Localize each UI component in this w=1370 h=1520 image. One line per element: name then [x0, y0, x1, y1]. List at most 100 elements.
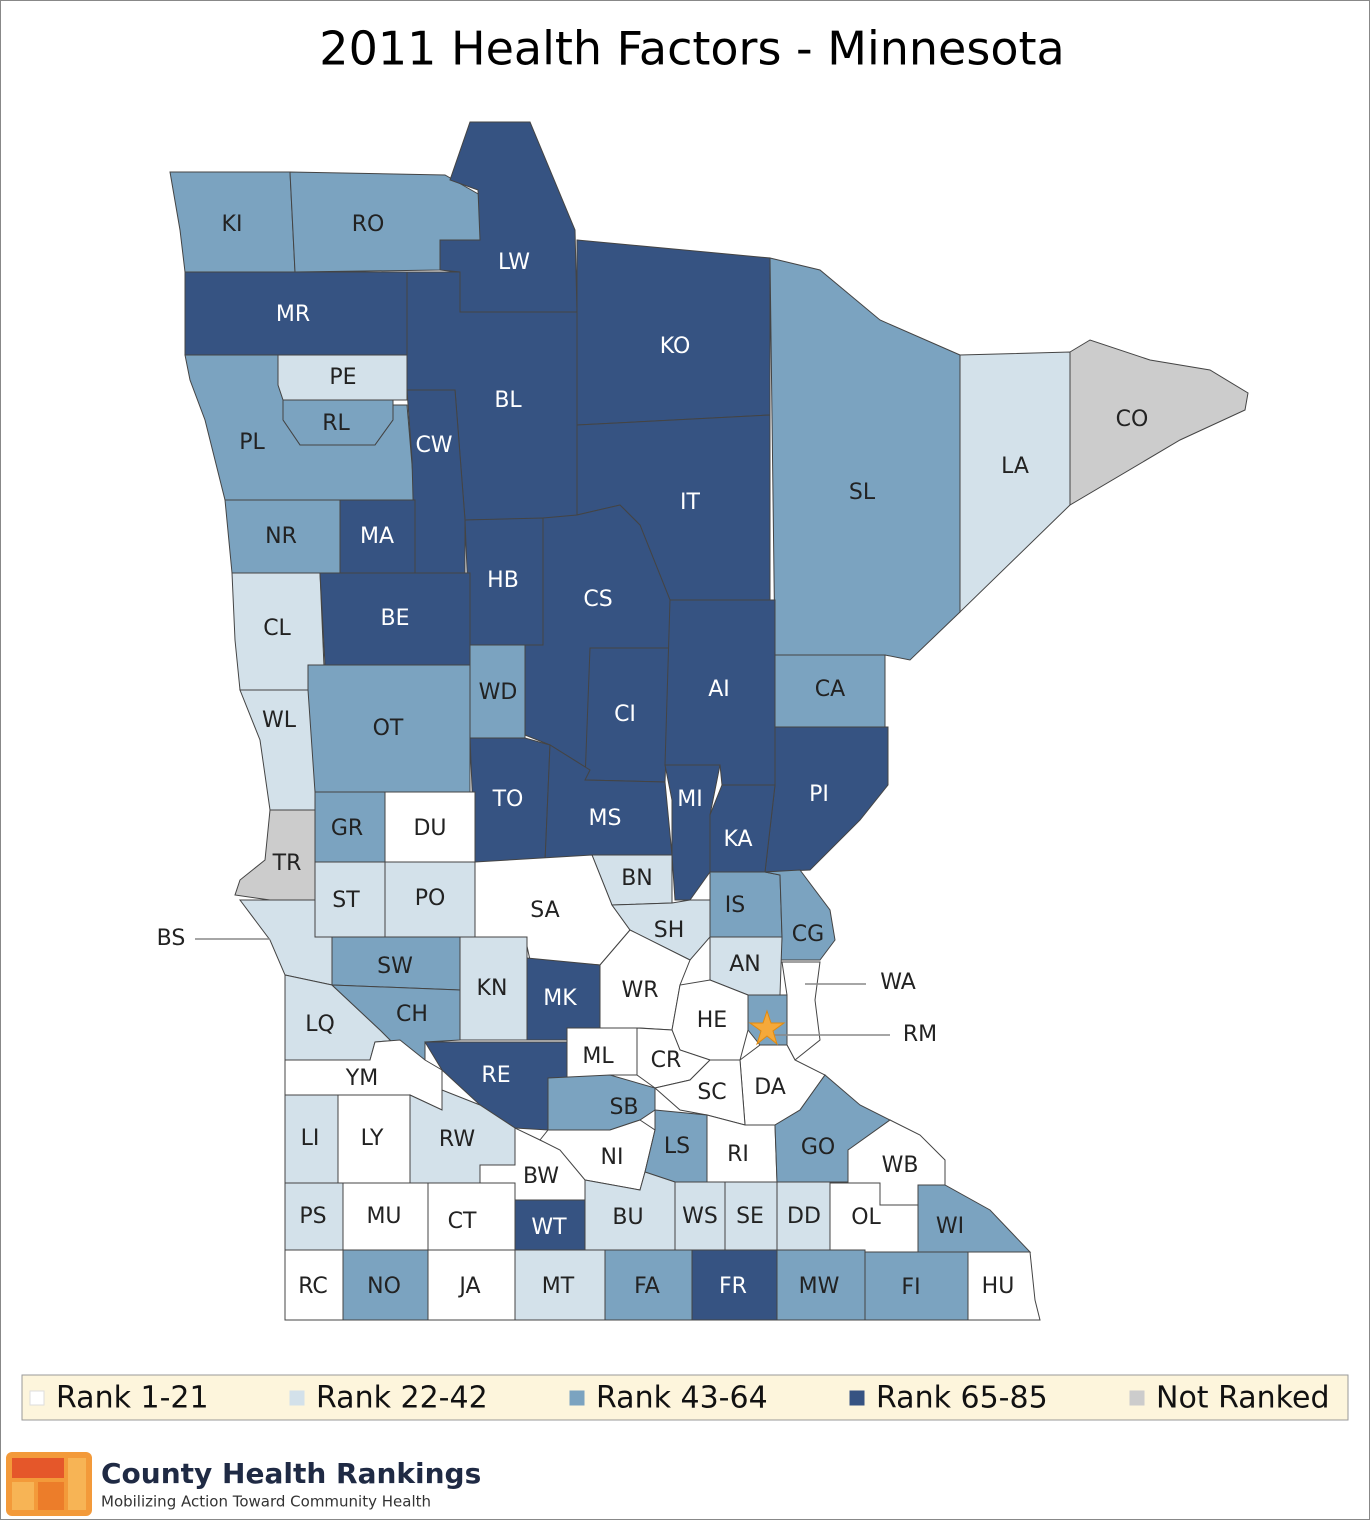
county-label: NI — [601, 1145, 624, 1170]
title: 2011 Health Factors - Minnesota — [319, 22, 1064, 76]
county — [234, 809, 316, 901]
county-label: CS — [583, 587, 612, 612]
county-label: ML — [582, 1044, 614, 1069]
legend-swatch — [1129, 1390, 1145, 1406]
county-label: WT — [531, 1215, 567, 1240]
county — [1069, 339, 1249, 506]
county-label: IS — [725, 893, 745, 918]
county — [184, 354, 416, 501]
county-label: LI — [301, 1126, 320, 1151]
logo-tagline: Mobilizing Action Toward Community Healt… — [101, 1493, 431, 1511]
county-label: SA — [530, 898, 559, 923]
county — [439, 121, 578, 313]
legend-swatch — [29, 1390, 45, 1406]
county-label: WA — [880, 970, 916, 995]
county-label: WL — [262, 708, 297, 733]
legend-swatch — [849, 1390, 865, 1406]
county-label: PL — [239, 430, 265, 455]
county-label: CG — [792, 922, 824, 947]
county — [406, 389, 466, 574]
county-label: DD — [787, 1204, 821, 1229]
county-label: HB — [487, 568, 519, 593]
county-label: MI — [677, 787, 702, 812]
county-label: MK — [543, 986, 577, 1011]
county-label: AI — [708, 677, 730, 702]
legend-label: Rank 65-85 — [876, 1381, 1048, 1416]
county-label: LW — [498, 250, 530, 275]
county-label: LY — [361, 1126, 384, 1151]
county-label: DA — [754, 1075, 786, 1100]
county-label: CA — [815, 677, 845, 702]
legend-box — [21, 1374, 1349, 1421]
county-label: CH — [396, 1002, 428, 1027]
counties — [169, 121, 1249, 1321]
county-label: CW — [415, 433, 452, 458]
county-label: LA — [1001, 454, 1029, 479]
legend-swatch — [569, 1390, 585, 1406]
county-label: RE — [481, 1063, 510, 1088]
county-label: CR — [651, 1048, 682, 1073]
county-label: PE — [329, 365, 356, 390]
legend-swatch — [289, 1390, 305, 1406]
county-label: WD — [479, 680, 518, 705]
county-label: RW — [439, 1127, 475, 1152]
county-label: CO — [1116, 407, 1149, 432]
county-label: SH — [654, 918, 685, 943]
county-label: RM — [903, 1022, 937, 1047]
county-label: KN — [477, 976, 508, 1001]
county-label: FR — [719, 1274, 747, 1299]
county — [653, 1059, 746, 1126]
county-label: MR — [276, 302, 310, 327]
county-label: MU — [366, 1204, 401, 1229]
legend-label: Not Ranked — [1156, 1381, 1329, 1416]
county-label: PS — [299, 1204, 326, 1229]
county-label: OT — [373, 716, 404, 741]
county-label: NO — [367, 1274, 401, 1299]
county-label: HE — [697, 1008, 727, 1033]
county-label: MA — [360, 524, 394, 549]
county-label: BL — [494, 388, 522, 413]
county-label: MS — [589, 806, 622, 831]
county-label: CI — [614, 702, 636, 727]
county-label: MT — [542, 1274, 575, 1299]
county-label: AN — [729, 952, 761, 977]
county-label: CT — [448, 1209, 477, 1234]
county — [967, 1251, 1041, 1321]
county-label: DU — [413, 816, 446, 841]
county-label: TO — [492, 787, 524, 812]
county-label: IT — [680, 490, 700, 515]
county-label: RC — [298, 1274, 328, 1299]
county-label: HU — [982, 1274, 1015, 1299]
county-label: WR — [621, 978, 658, 1003]
county-label: PO — [415, 886, 446, 911]
county-label: MW — [799, 1274, 840, 1299]
county-label: SB — [609, 1095, 638, 1120]
county — [576, 239, 771, 426]
county-label: GR — [331, 816, 363, 841]
legend-label: Rank 43-64 — [596, 1381, 768, 1416]
legend-label: Rank 1-21 — [56, 1381, 209, 1416]
county-label: KA — [723, 827, 752, 852]
county-label: SC — [697, 1080, 726, 1105]
county-label: RO — [352, 212, 385, 237]
county-label: RI — [727, 1142, 749, 1167]
county-label: FA — [634, 1274, 660, 1299]
county-label: RL — [322, 411, 350, 436]
logo-name: County Health Rankings — [101, 1457, 481, 1490]
county-label: BE — [381, 606, 410, 631]
county-label: KI — [222, 212, 243, 237]
county-label: PI — [809, 782, 829, 807]
county — [917, 1184, 1032, 1253]
county-label: LQ — [305, 1012, 335, 1037]
county-label: SE — [736, 1204, 764, 1229]
county-label: BS — [157, 926, 186, 951]
county — [764, 869, 836, 961]
county-label: SL — [849, 480, 876, 505]
legend: Rank 1-21 Rank 22-42 Rank 43-64 Rank 65-85 N… — [29, 1381, 1329, 1416]
county-label: WB — [882, 1153, 919, 1178]
county-label: YM — [345, 1066, 378, 1091]
county — [709, 871, 783, 938]
county-label: GO — [801, 1135, 835, 1160]
county-label: FI — [901, 1275, 920, 1300]
